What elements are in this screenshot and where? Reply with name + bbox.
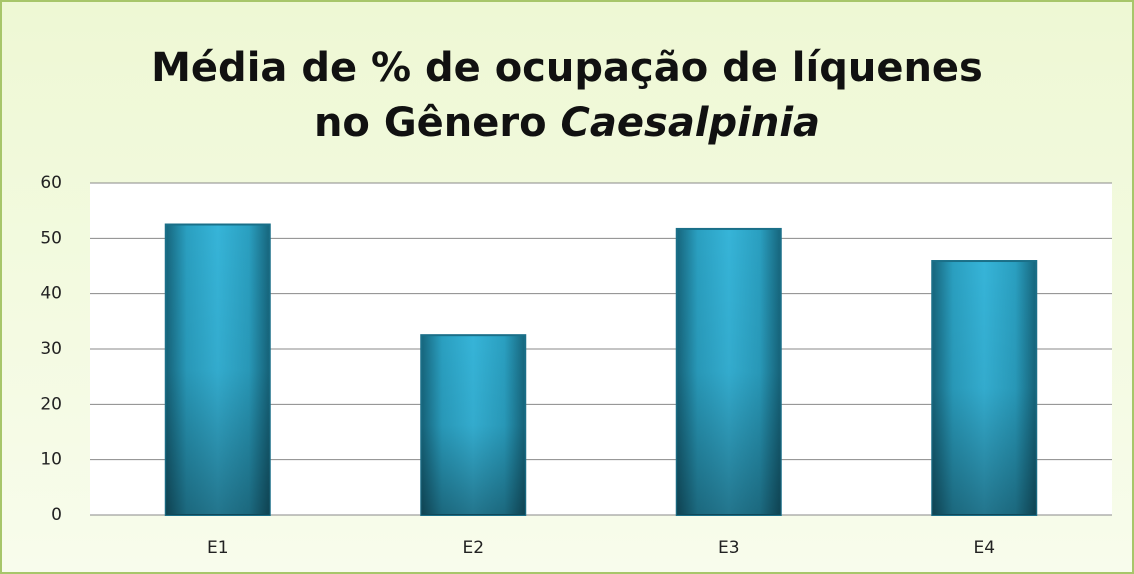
bar (931, 260, 1038, 516)
x-tick-label: E2 (462, 538, 484, 558)
bar (420, 334, 527, 516)
bar (164, 223, 271, 516)
y-tick-label: 40 (40, 284, 62, 304)
y-tick-label: 30 (40, 339, 62, 359)
chart-title-italic: Caesalpinia (561, 100, 821, 146)
chart-title: no Gênero Caesalpinia (314, 100, 820, 146)
x-tick-label: E1 (207, 538, 229, 558)
x-tick-label: E3 (718, 538, 740, 558)
y-tick-label: 50 (40, 228, 62, 248)
chart-title: Média de % de ocupação de líquenes (151, 45, 983, 91)
y-tick-label: 10 (40, 450, 62, 470)
chart-title-part: no Gênero (314, 100, 547, 146)
y-tick-label: 60 (40, 173, 62, 193)
y-tick-label: 0 (51, 505, 62, 525)
y-tick-label: 20 (40, 394, 62, 414)
bar (675, 227, 782, 516)
x-tick-label: E4 (973, 538, 995, 558)
